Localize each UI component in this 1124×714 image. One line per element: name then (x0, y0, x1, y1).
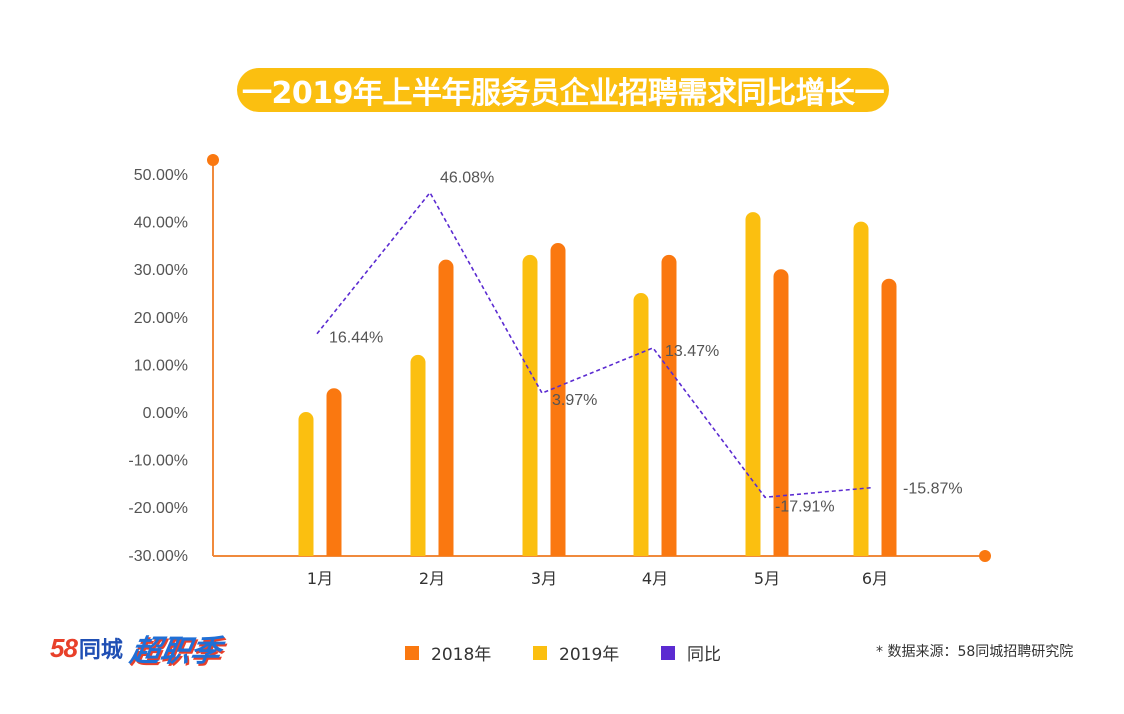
bar-2018 (661, 254, 677, 557)
x-tick-label: 5月 (754, 569, 780, 588)
bar-2019-base (522, 541, 538, 556)
legend-item-2018: 2018年 (405, 640, 491, 665)
bar-2018 (881, 278, 897, 556)
bar-2018 (438, 259, 454, 556)
bar-2019-base (298, 541, 314, 556)
legend-label-yoy: 同比 (687, 645, 721, 665)
logo-brand-number: 58 (50, 632, 78, 663)
chart-legend: 2018年 2019年 同比 (0, 640, 1124, 665)
legend-swatch-yoy (661, 645, 675, 660)
bar-2018-base (661, 541, 677, 556)
bar-2018-base (326, 541, 342, 556)
legend-item-yoy: 同比 (661, 640, 721, 665)
y-tick-label: 20.00% (134, 310, 188, 327)
legend-swatch-2018 (405, 645, 419, 660)
bar-2019 (522, 254, 538, 557)
bar-2019-base (745, 541, 761, 556)
chart-title: 一2019年上半年服务员企业招聘需求同比增长一 (242, 76, 885, 111)
y-axis-end-dot (207, 154, 219, 166)
yoy-line-path (316, 191, 874, 499)
x-tick-label: 6月 (862, 569, 888, 588)
bar-2019 (298, 412, 314, 556)
y-tick-label: 0.00% (143, 405, 188, 422)
y-tick-label: -10.00% (128, 453, 188, 470)
y-tick-label: -20.00% (128, 500, 188, 517)
bar-2019-base (633, 541, 649, 556)
logo-58: 58 (50, 632, 78, 664)
bar-2019-base (410, 541, 426, 556)
x-tick-label: 2月 (419, 569, 445, 588)
yoy-data-label: -17.91% (775, 498, 835, 515)
bar-2019 (633, 293, 649, 556)
source-note: * 数据来源：58同城招聘研究院 (876, 644, 1074, 660)
yoy-data-label: 13.47% (665, 343, 719, 360)
y-tick-label: -30.00% (128, 548, 188, 565)
legend-swatch-2019 (533, 645, 547, 660)
bar-2019 (853, 221, 869, 556)
legend-label-2019: 2019年 (559, 645, 620, 665)
yoy-data-label: 3.97% (552, 392, 597, 409)
yoy-line (316, 191, 874, 499)
bar-2018 (550, 243, 566, 556)
chart-bars (298, 212, 897, 557)
y-tick-label: 40.00% (134, 215, 188, 232)
chart-title-banner: 一2019年上半年服务员企业招聘需求同比增长一 (237, 68, 889, 112)
x-tick-label: 1月 (307, 569, 333, 588)
x-axis-end-dot (979, 550, 991, 562)
y-tick-label: 50.00% (134, 167, 188, 184)
chart-labels: 50.00% 40.00% 30.00% 20.00% 10.00% 0.00% -10.0… (128, 167, 962, 588)
bar-2019-base (853, 541, 869, 556)
yoy-data-label: 46.08% (440, 170, 494, 187)
bar-2019 (410, 354, 426, 556)
logo-brand-suffix: 同城 (78, 638, 123, 663)
bar-2018-base (881, 541, 897, 556)
brand-logo: 58 同城 超职季 (50, 628, 223, 670)
yoy-data-label: 16.44% (329, 330, 383, 347)
bar-2018 (773, 269, 789, 556)
legend-item-2019: 2019年 (533, 640, 619, 665)
y-tick-label: 10.00% (134, 357, 188, 374)
bar-2018-base (550, 541, 566, 556)
chart-axes (207, 154, 991, 562)
x-tick-label: 4月 (642, 569, 668, 588)
bar-2019 (745, 212, 761, 556)
bar-2018-base (438, 541, 454, 556)
legend-label-2018: 2018年 (431, 645, 492, 665)
y-tick-label: 30.00% (134, 262, 188, 279)
bar-2018-base (773, 541, 789, 556)
yoy-data-label: -15.87% (903, 481, 963, 498)
bar-2018 (326, 388, 342, 556)
x-tick-label: 3月 (531, 569, 557, 588)
